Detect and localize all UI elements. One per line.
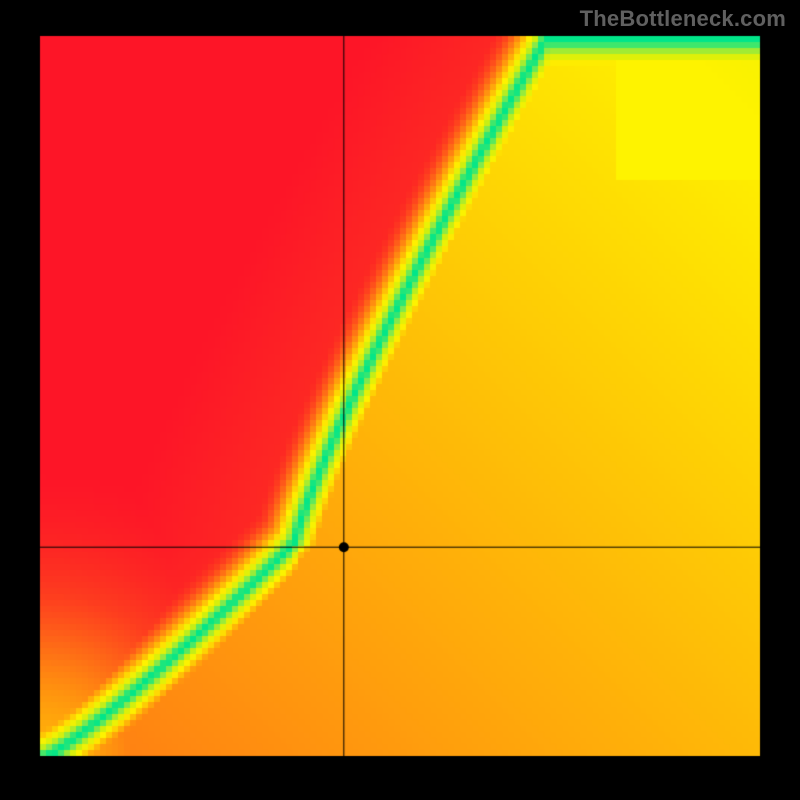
bottleneck-heatmap-canvas	[0, 0, 800, 800]
watermark-text: TheBottleneck.com	[580, 6, 786, 32]
